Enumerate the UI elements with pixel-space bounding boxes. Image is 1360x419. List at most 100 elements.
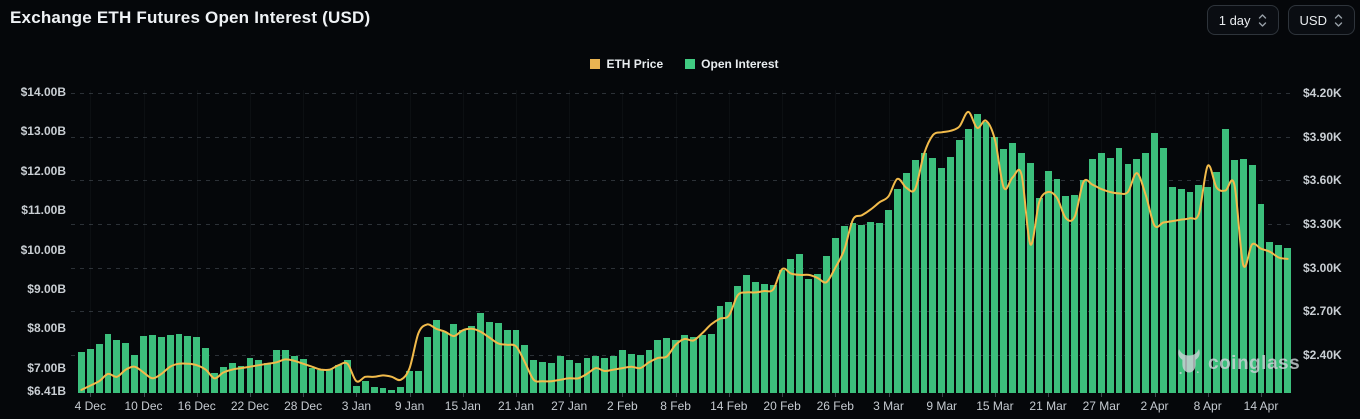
oi-bar — [814, 274, 821, 393]
oi-bar — [1035, 198, 1043, 393]
oi-bar — [681, 335, 688, 393]
oi-bar — [344, 359, 351, 393]
x-axis-tick — [356, 393, 358, 397]
x-axis-tick — [1048, 393, 1050, 397]
oi-bar — [849, 223, 857, 393]
x-axis-label: 20 Feb — [763, 399, 801, 413]
x-axis-tick — [782, 393, 784, 397]
oi-bar — [592, 355, 600, 393]
oi-bar — [991, 137, 999, 393]
x-axis-tick — [462, 393, 464, 397]
oi-bar — [955, 139, 963, 393]
oi-bar — [920, 153, 928, 393]
oi-bar — [1151, 132, 1158, 393]
oi-bar — [840, 225, 848, 393]
oi-bar — [1106, 157, 1114, 393]
oi-bar — [947, 157, 954, 393]
oi-bar — [583, 357, 591, 393]
right-axis-label: $2.70K — [1303, 304, 1342, 319]
oi-bar — [459, 329, 467, 393]
x-axis-tick — [569, 393, 571, 397]
x-axis-label: 26 Feb — [816, 399, 854, 413]
left-axis-label: $7.00B — [27, 360, 66, 375]
interval-select[interactable]: 1 day — [1206, 5, 1279, 35]
oi-bar — [1062, 195, 1070, 393]
oi-bar — [494, 322, 502, 393]
oi-bar — [725, 301, 733, 393]
x-axis-label: 8 Apr — [1193, 399, 1222, 413]
oi-bar — [1124, 164, 1132, 393]
right-axis-label: $2.40K — [1303, 348, 1342, 362]
x-axis-tick — [196, 393, 198, 397]
oi-bar — [805, 279, 813, 393]
updown-chevron-icon — [1258, 13, 1267, 28]
oi-bar — [760, 283, 768, 393]
oi-bar — [131, 354, 139, 393]
oi-bar — [441, 331, 449, 393]
oi-bar — [246, 357, 254, 393]
oi-bar — [237, 365, 245, 393]
x-axis-tick — [516, 393, 517, 397]
oi-bar — [104, 333, 112, 393]
oi-bar — [822, 255, 830, 393]
oi-bar — [938, 168, 946, 393]
left-axis-label: $11.00B — [21, 203, 66, 218]
oi-bar — [477, 312, 484, 393]
watermark-label: coinglass — [1208, 353, 1301, 374]
oi-bar — [831, 237, 839, 393]
oi-bar — [264, 362, 272, 393]
x-axis-label: 15 Mar — [976, 399, 1014, 413]
oi-bar — [752, 281, 759, 393]
oi-bar — [778, 270, 786, 393]
oi-bar — [1026, 162, 1034, 393]
oi-bar — [929, 157, 937, 393]
oi-bar — [148, 335, 156, 393]
oi-bar — [1071, 195, 1079, 393]
oi-bar — [317, 369, 325, 393]
x-axis-label: 2 Apr — [1140, 399, 1169, 413]
oi-bar — [548, 363, 555, 393]
oi-bar — [1044, 170, 1052, 393]
oi-bar — [255, 360, 263, 393]
open-interest-swatch-icon — [685, 59, 696, 69]
oi-bar — [1168, 186, 1176, 393]
oi-bar — [361, 381, 369, 393]
oi-bar — [858, 224, 866, 393]
x-axis-label: 16 Dec — [177, 399, 216, 413]
x-axis-tick — [1207, 393, 1209, 397]
oi-bar — [885, 210, 892, 393]
oi-bar — [370, 387, 378, 393]
oi-bar — [982, 121, 990, 393]
oi-bar — [415, 370, 422, 393]
right-axis-label: $3.00K — [1303, 260, 1342, 275]
right-axis-label: $4.20K — [1303, 86, 1342, 100]
currency-select[interactable]: USD — [1287, 5, 1355, 35]
oi-bar — [769, 285, 777, 393]
oi-bar — [743, 274, 750, 393]
oi-bar — [219, 366, 227, 393]
oi-bar — [911, 159, 919, 393]
oi-bar — [122, 343, 130, 393]
oi-bar — [1133, 159, 1141, 393]
x-axis-label: 21 Mar — [1029, 399, 1067, 413]
oi-bar — [140, 336, 147, 393]
oi-bar — [113, 340, 121, 393]
oi-bar — [654, 339, 662, 393]
oi-bar — [521, 345, 529, 393]
oi-bar — [326, 369, 334, 393]
left-axis-label: $6.41B — [27, 384, 66, 398]
grid-line — [71, 93, 1294, 94]
legend-item-open-interest[interactable]: Open Interest — [685, 57, 779, 71]
page-title: Exchange ETH Futures Open Interest (USD) — [10, 8, 371, 27]
grid-line — [71, 136, 1294, 138]
x-axis-tick — [1261, 393, 1262, 397]
x-axis-tick — [1154, 393, 1156, 397]
oi-bar — [876, 223, 884, 393]
vertical-grid-line — [409, 90, 411, 393]
oi-bar — [556, 355, 564, 393]
oi-bar — [707, 333, 715, 393]
vertical-grid-line — [303, 90, 305, 393]
legend-item-eth-price[interactable]: ETH Price — [590, 57, 663, 71]
oi-bar — [228, 362, 236, 393]
oi-bar — [893, 188, 901, 393]
